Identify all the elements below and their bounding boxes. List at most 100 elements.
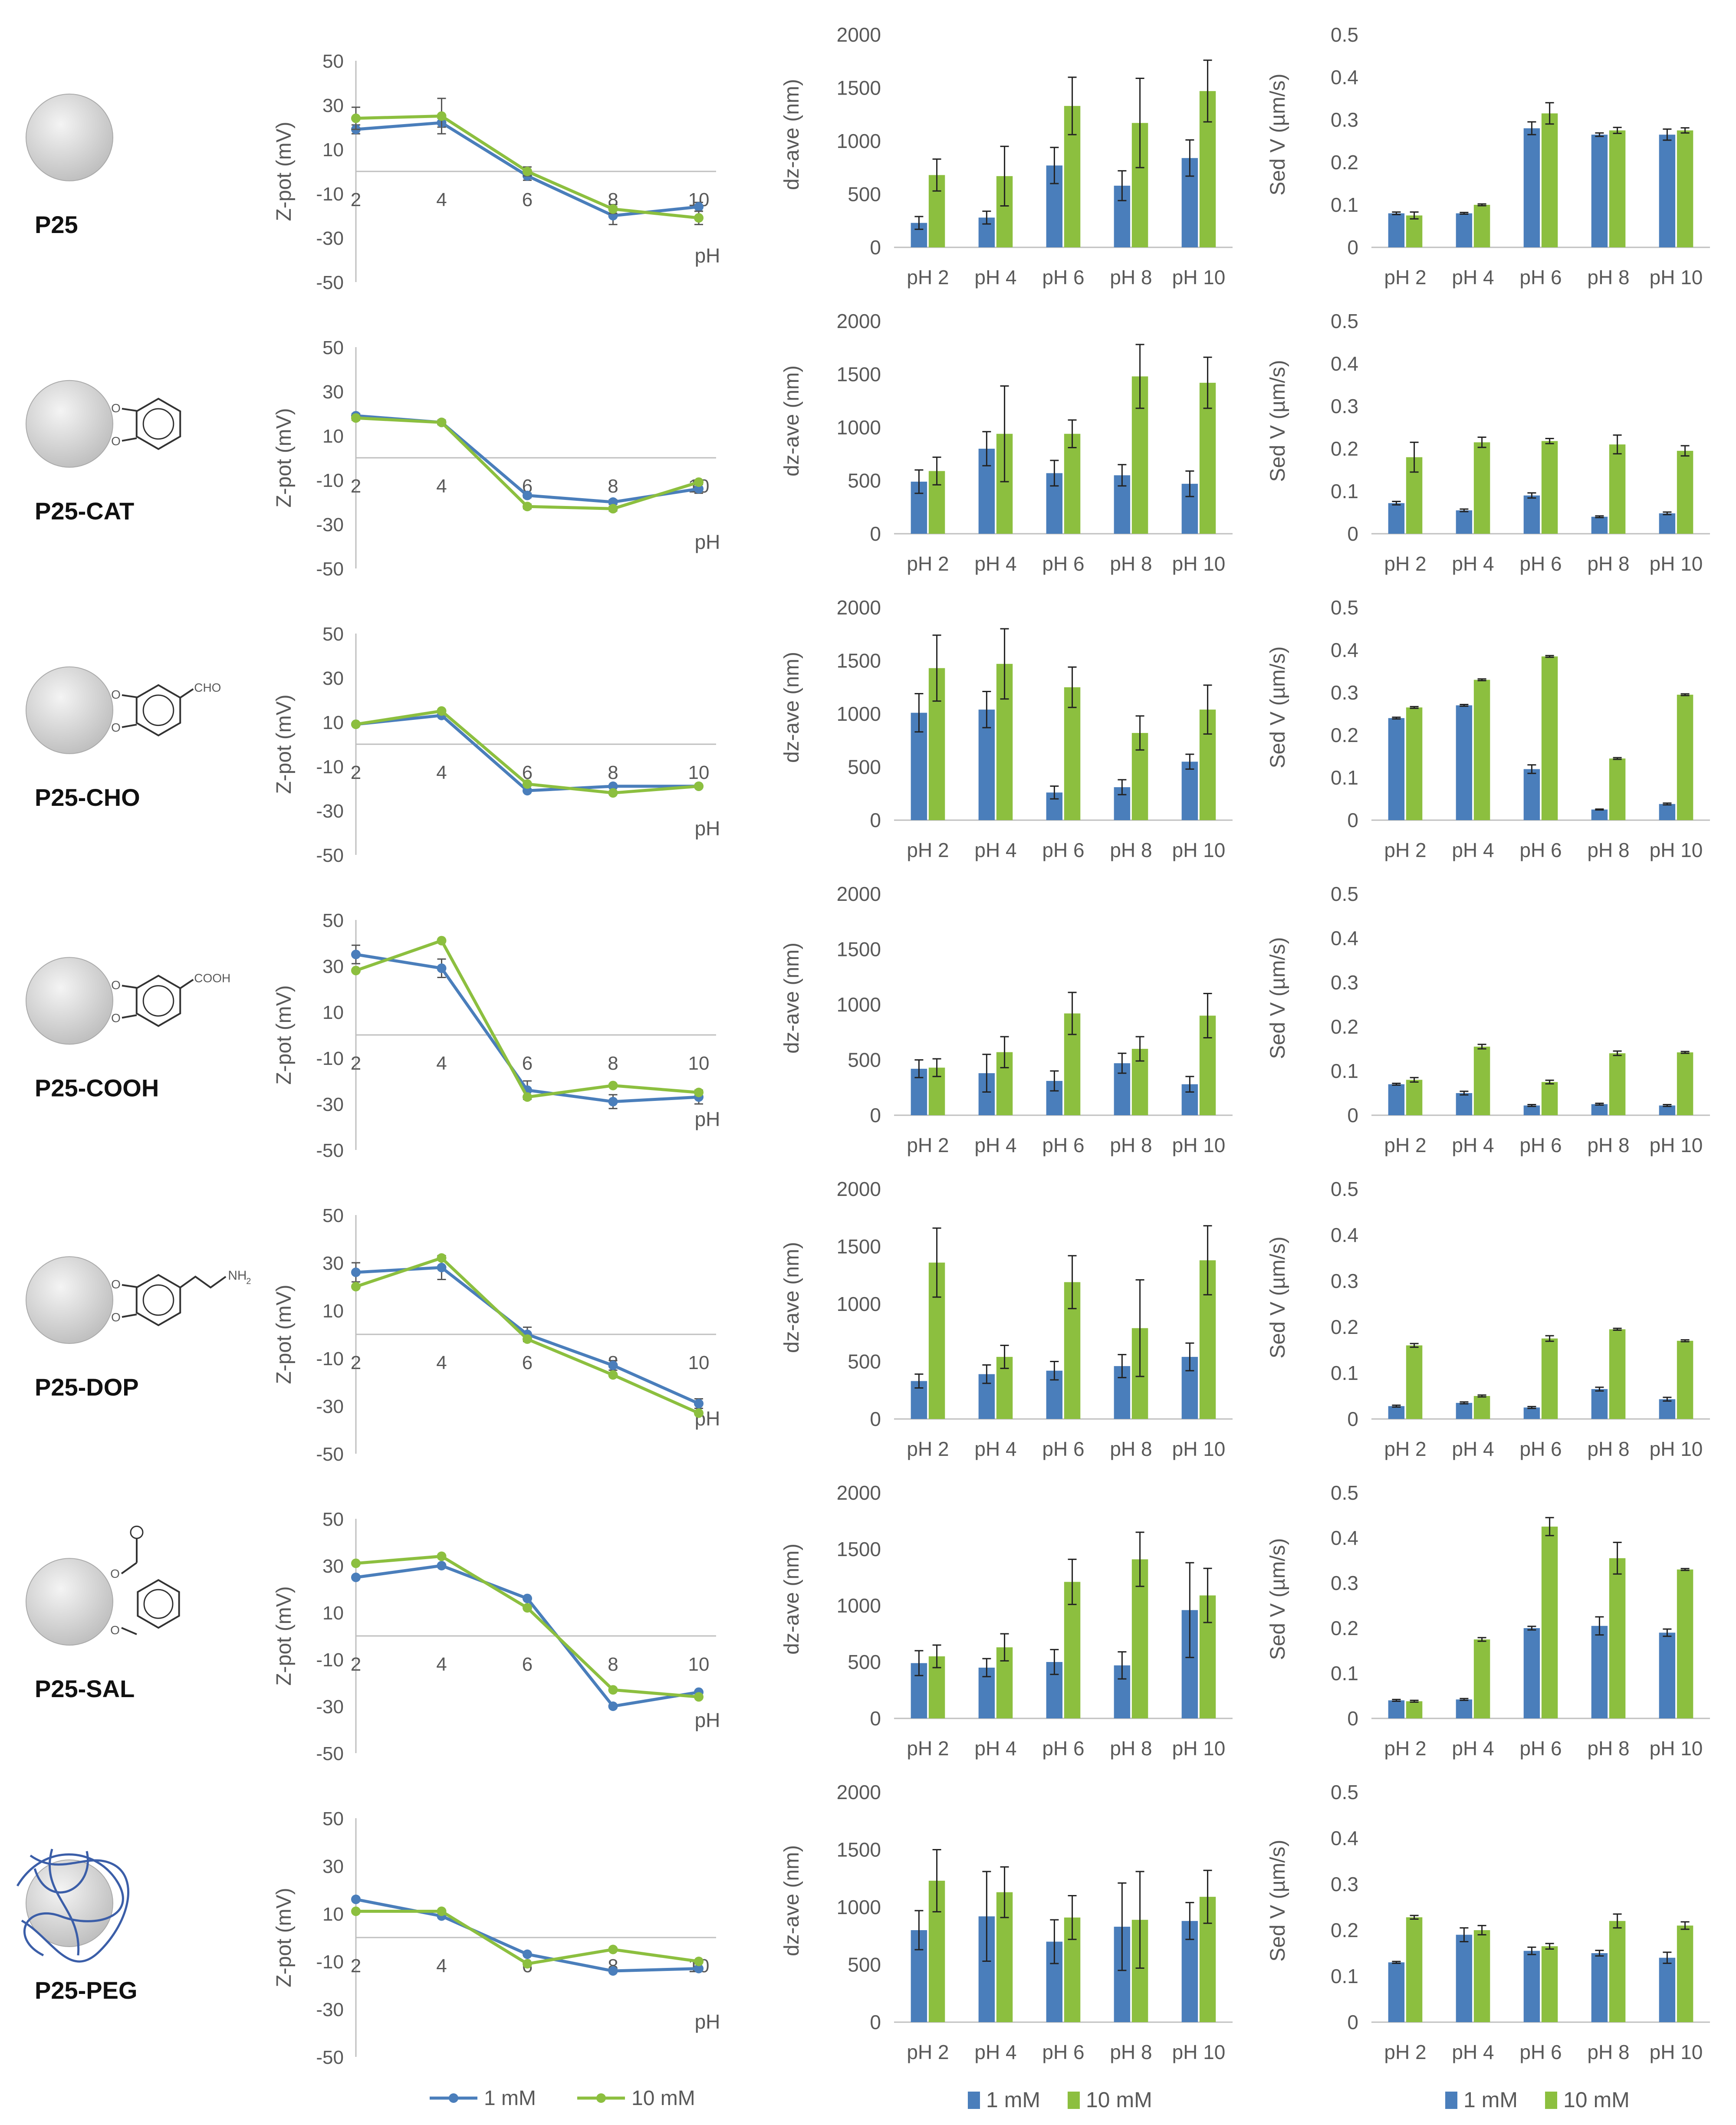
zpot-legend: 1 mM 10 mM bbox=[430, 2087, 695, 2110]
sed-bar-1 bbox=[1659, 1957, 1676, 2022]
zpot-point-2 bbox=[437, 417, 447, 427]
sed-bar-2 bbox=[1406, 1345, 1423, 1419]
size-tick-label: 0 bbox=[870, 809, 881, 831]
sed-bar-2 bbox=[1406, 1080, 1423, 1115]
sed-category-label: pH 2 bbox=[1384, 1134, 1426, 1156]
zpot-point-1 bbox=[437, 1561, 447, 1570]
particle-sphere-icon bbox=[26, 1558, 113, 1646]
sed-category-label: pH 6 bbox=[1519, 2041, 1562, 2063]
size-category-label: pH 10 bbox=[1172, 266, 1226, 289]
sed-category-label: pH 4 bbox=[1452, 839, 1494, 861]
sed-y-label: Sed V (µm/s) bbox=[1266, 73, 1289, 195]
sed-tick-label: 0.5 bbox=[1331, 1481, 1358, 1504]
zpot-point-2 bbox=[694, 477, 704, 487]
sed-bar-2 bbox=[1473, 680, 1490, 820]
size-tick-label: 2000 bbox=[837, 1781, 881, 1803]
zpot-tick-label: -10 bbox=[316, 1348, 344, 1370]
sed-tick-label: 0 bbox=[1347, 236, 1358, 259]
zpot-x-tick-label: 10 bbox=[688, 1352, 710, 1373]
zpot-tick-label: -10 bbox=[316, 1951, 344, 1973]
sed-bar-1 bbox=[1456, 1093, 1473, 1115]
zpot-x-label: pH bbox=[695, 244, 720, 267]
zpot-x-tick-label: 4 bbox=[436, 1955, 447, 1977]
sed-bar-1 bbox=[1659, 513, 1676, 534]
bond-line bbox=[180, 979, 194, 989]
zpot-point-2 bbox=[523, 167, 532, 176]
benzene-ring-icon-aromatic bbox=[142, 985, 174, 1017]
zpot-tick-label: 10 bbox=[322, 426, 344, 447]
sed-tick-label: 0.3 bbox=[1331, 1572, 1358, 1594]
zpot-x-tick-label: 4 bbox=[436, 189, 447, 210]
zpot-tick-label: 10 bbox=[322, 1603, 344, 1624]
size-tick-label: 2000 bbox=[837, 1178, 881, 1200]
sed-tick-label: 0.5 bbox=[1331, 596, 1358, 619]
peg-chain-icon bbox=[49, 1849, 80, 1956]
zpot-tick-label: -50 bbox=[316, 272, 344, 293]
size-category-label: pH 10 bbox=[1172, 552, 1226, 575]
size-category-label: pH 2 bbox=[907, 1438, 949, 1460]
sed-bar-1 bbox=[1388, 213, 1405, 247]
zpot-point-2 bbox=[437, 1253, 447, 1263]
size-bar-2 bbox=[1064, 687, 1081, 820]
size-category-label: pH 10 bbox=[1172, 1438, 1226, 1460]
size-category-label: pH 10 bbox=[1172, 1737, 1226, 1760]
sed-bar-1 bbox=[1659, 1632, 1676, 1718]
bond-line bbox=[122, 407, 137, 412]
particle-label: P25-COOH bbox=[35, 1074, 159, 1101]
size-category-label: pH 4 bbox=[974, 1438, 1016, 1460]
sed-tick-label: 0.1 bbox=[1331, 1362, 1358, 1384]
size-tick-label: 500 bbox=[848, 1954, 881, 1976]
zpot-point-1 bbox=[608, 781, 618, 791]
sed-tick-label: 0.4 bbox=[1331, 66, 1358, 89]
zpot-point-2 bbox=[351, 113, 361, 123]
sed-bar-2 bbox=[1541, 113, 1558, 247]
zpot-point-2 bbox=[351, 966, 361, 975]
sed-category-label: pH 10 bbox=[1650, 1438, 1703, 1460]
size-tick-label: 500 bbox=[848, 470, 881, 492]
zpot-point-1 bbox=[351, 1895, 361, 1904]
size-tick-label: 0 bbox=[870, 2011, 881, 2033]
particle-label: P25-SAL bbox=[35, 1675, 135, 1702]
sed-category-label: pH 2 bbox=[1384, 839, 1426, 861]
size-y-label: dz-ave (nm) bbox=[780, 1544, 803, 1655]
zpot-point-2 bbox=[523, 502, 532, 512]
sed-tick-label: 0.2 bbox=[1331, 151, 1358, 174]
sed-y-label: Sed V (µm/s) bbox=[1266, 646, 1289, 768]
bond-line bbox=[122, 1284, 137, 1288]
legend-label-2: 10 mM bbox=[1563, 2088, 1630, 2112]
size-category-label: pH 8 bbox=[1110, 1438, 1152, 1460]
zpot-x-tick-label: 4 bbox=[436, 1053, 447, 1074]
sed-tick-label: 0.1 bbox=[1331, 480, 1358, 503]
sed-tick-label: 0.1 bbox=[1331, 1060, 1358, 1082]
sed-y-label: Sed V (µm/s) bbox=[1266, 360, 1289, 482]
sed-tick-label: 0.1 bbox=[1331, 1965, 1358, 1987]
peg-chain-icon bbox=[21, 1854, 130, 1963]
zpot-point-1 bbox=[523, 1593, 532, 1603]
sed-category-label: pH 8 bbox=[1587, 839, 1629, 861]
sed-tick-label: 0 bbox=[1347, 522, 1358, 545]
size-tick-label: 1000 bbox=[837, 993, 881, 1016]
sed-category-label: pH 6 bbox=[1519, 552, 1562, 575]
zpot-tick-label: 30 bbox=[322, 956, 344, 977]
zpot-tick-label: 50 bbox=[322, 910, 344, 931]
zpot-x-tick-label: 4 bbox=[436, 1352, 447, 1373]
zpot-point-2 bbox=[351, 1282, 361, 1291]
sed-bar-2 bbox=[1609, 1053, 1626, 1115]
size-category-label: pH 8 bbox=[1110, 839, 1152, 861]
sed-bar-1 bbox=[1456, 213, 1473, 247]
size-category-label: pH 2 bbox=[907, 2041, 949, 2063]
sed-bar-2 bbox=[1473, 442, 1490, 534]
sed-bar-1 bbox=[1523, 495, 1540, 534]
zpot-x-tick-label: 2 bbox=[351, 762, 361, 783]
sed-category-label: pH 8 bbox=[1587, 1438, 1629, 1460]
sed-bar-2 bbox=[1473, 1639, 1490, 1718]
zpot-tick-label: -30 bbox=[316, 228, 344, 249]
peg-chain-icon bbox=[33, 1851, 89, 1894]
sed-category-label: pH 4 bbox=[1452, 2041, 1494, 2063]
size-tick-label: 0 bbox=[870, 1408, 881, 1430]
size-category-label: pH 2 bbox=[907, 552, 949, 575]
sed-tick-label: 0.5 bbox=[1331, 1178, 1358, 1200]
sed-bar-1 bbox=[1388, 1700, 1405, 1718]
sed-bar-1 bbox=[1523, 769, 1540, 820]
